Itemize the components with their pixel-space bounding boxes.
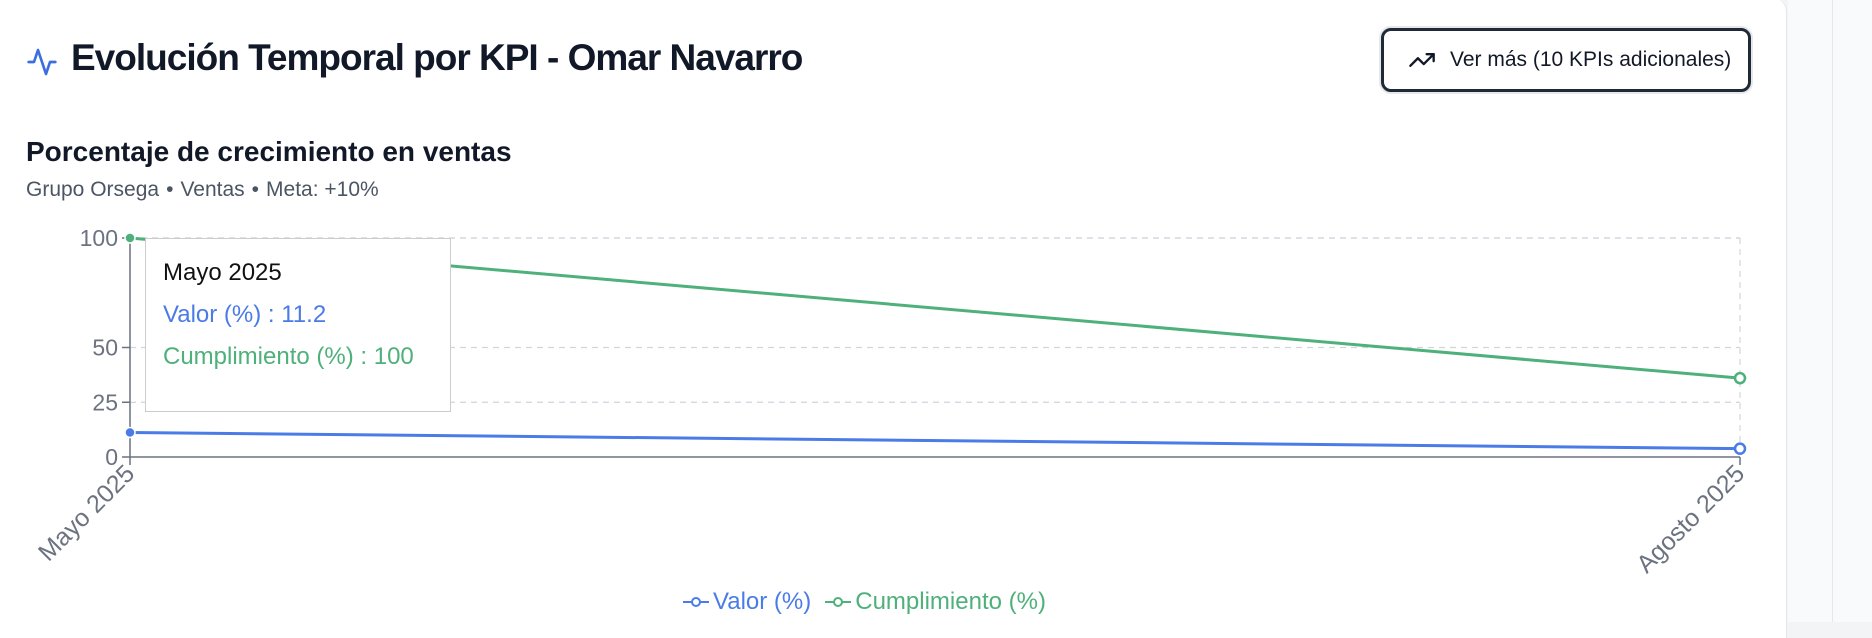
activity-pulse-icon [27, 48, 57, 76]
y-tick-label: 25 [92, 389, 118, 415]
y-tick-label: 100 [80, 225, 118, 251]
view-more-label: Ver más (10 KPIs adicionales) [1450, 48, 1732, 71]
side-divider [1832, 0, 1833, 622]
chart-subtitle: Grupo Orsega • Ventas • Meta: +10% [26, 178, 379, 201]
x-tick-label: Agosto 2025 [1631, 459, 1750, 578]
data-point [1733, 442, 1747, 455]
legend-label-valor: Valor (%) [713, 588, 812, 615]
tooltip-row-valor: Valor (%) : 11.2 [163, 301, 327, 328]
tooltip-row-cumplimiento: Cumplimiento (%) : 100 [163, 343, 414, 370]
subtitle-group: Grupo Orsega [26, 178, 160, 201]
data-point [1733, 371, 1747, 385]
legend-item-cumplimiento[interactable]: Cumplimiento (%) [825, 588, 1046, 616]
chart-legend: Valor (%) Cumplimiento (%) [683, 588, 1046, 616]
x-tick-label: Mayo 2025 [33, 459, 140, 566]
view-more-kpis-button[interactable]: Ver más (10 KPIs adicionales) [1381, 28, 1751, 92]
legend-swatch-valor [683, 597, 709, 607]
subtitle-area: Ventas [180, 178, 245, 201]
series-line-0 [129, 430, 1741, 451]
y-tick-label: 50 [92, 335, 118, 361]
y-tick-label: 0 [105, 444, 118, 470]
legend-swatch-cumplimiento [825, 597, 852, 607]
subtitle-goal: Meta: +10% [266, 178, 379, 201]
trending-up-icon [1409, 53, 1435, 68]
side-panel [1788, 0, 1872, 622]
tooltip-title: Mayo 2025 [163, 259, 282, 286]
page-title: Evolución Temporal por KPI - Omar Navarr… [71, 37, 803, 78]
chart-title: Porcentaje de crecimiento en ventas [26, 136, 512, 167]
legend-item-valor[interactable]: Valor (%) [683, 588, 811, 616]
legend-label-cumplimiento: Cumplimiento (%) [855, 588, 1046, 615]
chart-tooltip: Mayo 2025 Valor (%) : 11.2 Cumplimiento … [145, 238, 451, 412]
data-point-active [124, 426, 136, 439]
data-point-active [124, 232, 136, 244]
